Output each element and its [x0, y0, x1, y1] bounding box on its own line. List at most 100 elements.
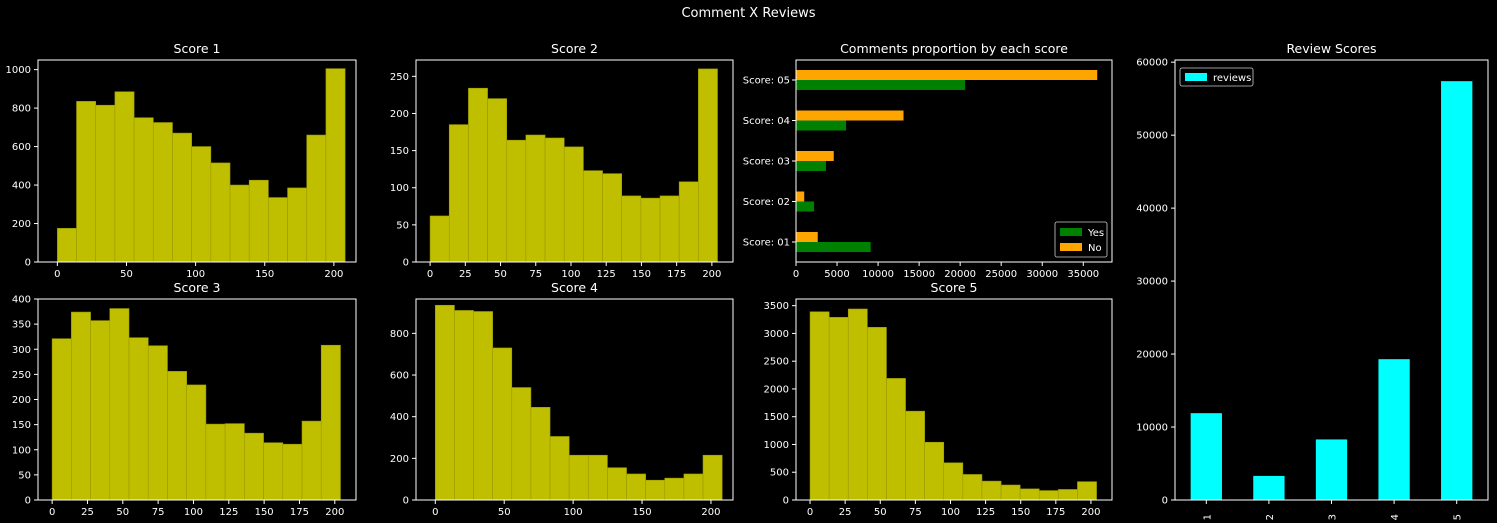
x-tick-label: 4: [1390, 514, 1401, 520]
histogram-bar: [268, 197, 288, 263]
x-tick-label: 2: [1265, 514, 1276, 520]
histogram-bar: [583, 170, 603, 263]
bar-no: [796, 151, 834, 161]
histogram-bar: [229, 184, 250, 263]
y-tick-label: 400: [390, 412, 409, 423]
y-tick-label: 3000: [764, 329, 789, 340]
histogram-bar: [473, 311, 493, 501]
histogram-bar: [645, 479, 666, 501]
x-tick-label: 100: [941, 507, 960, 518]
histogram-bar: [626, 473, 646, 501]
histogram-bar: [301, 420, 322, 501]
histogram-bar: [454, 310, 474, 501]
chart-title: Score 5: [931, 280, 978, 295]
x-tick-label: 175: [667, 269, 686, 280]
y-tick-label: 1000: [6, 65, 31, 76]
x-tick-label: 0: [807, 507, 813, 518]
legend: Yes No: [1054, 221, 1108, 258]
y-tick-label: 0: [403, 496, 409, 507]
x-tick-label: 5000: [824, 269, 849, 280]
y-tick-label: 350: [12, 320, 31, 331]
y-tick-label: 600: [390, 371, 409, 382]
x-tick-label: 5: [1453, 514, 1464, 520]
histogram-bar: [429, 215, 450, 263]
histogram-bar: [678, 181, 699, 263]
legend-box: [1179, 67, 1254, 87]
y-tick-label: Score: 01: [743, 238, 790, 249]
histogram-bar: [1058, 489, 1078, 501]
histogram-bar: [525, 134, 546, 263]
histogram-bar: [905, 410, 925, 501]
y-tick-label: 200: [12, 395, 31, 406]
histogram-bar: [664, 477, 685, 501]
histogram-bar: [568, 454, 589, 501]
x-tick-label: 20000: [944, 269, 976, 280]
x-tick-label: 35000: [1067, 269, 1099, 280]
chart-title: Score 1: [174, 41, 221, 56]
histogram-bar: [962, 474, 983, 501]
histogram-bar: [128, 337, 149, 501]
x-tick-label: 150: [632, 269, 651, 280]
x-tick-label: 175: [1046, 507, 1065, 518]
histogram-bar: [549, 436, 570, 501]
histogram-bar: [511, 387, 532, 501]
x-tick-label: 0: [54, 269, 60, 280]
y-tick-label: Score: 03: [743, 157, 790, 168]
bar-reviews: [1190, 413, 1222, 500]
histogram-bar: [659, 195, 680, 263]
x-tick-label: 3: [1328, 514, 1339, 520]
histogram-bar: [698, 68, 718, 263]
histogram-bar: [287, 187, 308, 263]
histogram-bar: [621, 195, 642, 263]
histogram-bar: [320, 344, 341, 501]
x-tick-label: 75: [529, 269, 542, 280]
histogram-bar: [172, 132, 192, 263]
histogram-bar: [95, 104, 116, 263]
chart-title: Comments proportion by each score: [840, 41, 1068, 56]
chart-proportion: Score: 01 Score: 02 Score: 03 Score: 04 Scor…: [743, 41, 1113, 280]
y-tick-label: 0: [783, 496, 789, 507]
bar-reviews: [1253, 475, 1285, 500]
y-tick-label: 0: [25, 258, 31, 269]
histogram-bar: [306, 134, 327, 263]
y-tick-label: 800: [390, 329, 409, 340]
x-tick-label: 150: [255, 507, 274, 518]
histogram-bar: [587, 454, 608, 501]
histogram-bar: [468, 87, 488, 263]
y-tick-label: 50: [396, 220, 409, 231]
x-tick-label: 15000: [903, 269, 935, 280]
histogram-bar: [530, 407, 551, 501]
histogram-bar: [448, 124, 469, 263]
y-tick-label: 50000: [1136, 131, 1168, 142]
legend-label: reviews: [1213, 73, 1251, 84]
x-tick-label: 200: [324, 269, 343, 280]
x-tick-label: 125: [219, 507, 238, 518]
histogram-bar: [71, 311, 91, 501]
x-tick-label: 50: [498, 507, 511, 518]
histogram-bar: [544, 137, 565, 263]
x-tick-label: 125: [976, 507, 995, 518]
histogram-bar: [640, 197, 661, 263]
axes-frame: [795, 298, 1113, 501]
histogram-bar: [847, 308, 868, 501]
y-tick-label: 3500: [764, 301, 789, 312]
y-tick-label: Score: 05: [743, 76, 790, 87]
histogram-bar: [147, 345, 168, 501]
x-tick-label: 25000: [985, 269, 1017, 280]
histogram-bar: [602, 173, 622, 263]
figure-title: Comment X Reviews: [681, 6, 816, 21]
histogram-bar: [191, 146, 212, 263]
bar-no: [796, 70, 1098, 80]
legend-swatch-no: [1060, 243, 1082, 251]
histogram-bar: [133, 117, 154, 263]
histogram-bar: [325, 68, 346, 263]
bar-no: [796, 110, 904, 121]
bar-no: [796, 232, 818, 242]
histogram-bar: [1038, 490, 1059, 501]
bar-no: [796, 191, 805, 202]
bar-yes: [796, 161, 826, 171]
x-tick-label: 75: [152, 507, 165, 518]
y-tick-label: 100: [390, 183, 409, 194]
x-tick-label: 100: [186, 269, 205, 280]
histogram-bar: [51, 338, 72, 501]
